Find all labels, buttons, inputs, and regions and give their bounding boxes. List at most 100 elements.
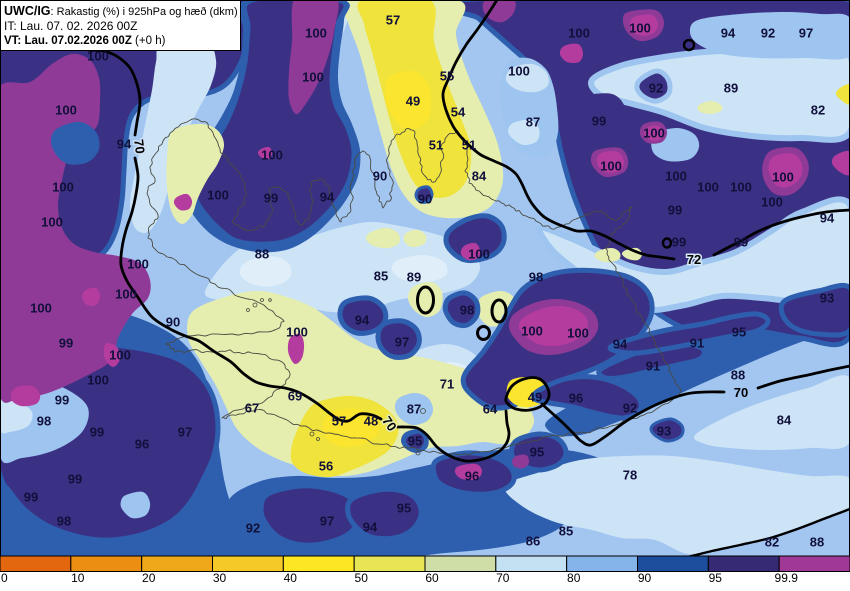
svg-text:84: 84 <box>472 169 487 184</box>
svg-text:78: 78 <box>623 468 637 483</box>
svg-text:57: 57 <box>386 13 400 28</box>
svg-text:95: 95 <box>408 434 422 449</box>
svg-text:30: 30 <box>213 571 227 585</box>
svg-text:94: 94 <box>117 137 132 152</box>
svg-text:90: 90 <box>638 571 652 585</box>
svg-text:99: 99 <box>592 114 606 129</box>
svg-text:71: 71 <box>440 377 454 392</box>
svg-text:96: 96 <box>135 437 149 452</box>
svg-text:94: 94 <box>320 190 335 205</box>
svg-text:92: 92 <box>761 26 775 41</box>
svg-text:100: 100 <box>286 325 308 340</box>
svg-text:56: 56 <box>319 459 333 474</box>
svg-text:99: 99 <box>672 235 686 250</box>
svg-text:99.9: 99.9 <box>775 571 799 585</box>
svg-text:99: 99 <box>734 235 748 250</box>
svg-text:89: 89 <box>407 270 421 285</box>
svg-text:92: 92 <box>623 401 637 416</box>
svg-text:90: 90 <box>418 192 432 207</box>
svg-text:98: 98 <box>57 514 71 529</box>
svg-text:94: 94 <box>363 520 378 535</box>
svg-text:69: 69 <box>288 389 302 404</box>
svg-text:91: 91 <box>690 336 704 351</box>
svg-text:100: 100 <box>772 170 794 185</box>
svg-text:98: 98 <box>460 303 474 318</box>
svg-text:97: 97 <box>395 335 409 350</box>
svg-text:100: 100 <box>30 301 52 316</box>
svg-text:90: 90 <box>166 315 180 330</box>
svg-text:100: 100 <box>115 287 137 302</box>
svg-text:99: 99 <box>90 425 104 440</box>
svg-text:100: 100 <box>697 180 719 195</box>
svg-text:80: 80 <box>567 571 581 585</box>
svg-text:100: 100 <box>52 180 74 195</box>
svg-text:100: 100 <box>600 159 622 174</box>
svg-text:97: 97 <box>178 425 192 440</box>
svg-text:64: 64 <box>483 402 498 417</box>
svg-text:100: 100 <box>665 169 687 184</box>
svg-text:40: 40 <box>284 571 298 585</box>
svg-text:50: 50 <box>355 571 369 585</box>
svg-text:94: 94 <box>613 337 628 352</box>
svg-text:82: 82 <box>765 535 779 550</box>
svg-text:99: 99 <box>264 191 278 206</box>
svg-text:98: 98 <box>529 270 543 285</box>
svg-text:100: 100 <box>468 247 490 262</box>
svg-text:100: 100 <box>127 257 149 272</box>
svg-text:100: 100 <box>207 188 229 203</box>
svg-text:99: 99 <box>68 472 82 487</box>
svg-text:IT: Lau. 07. 02. 2026 00Z: IT: Lau. 07. 02. 2026 00Z <box>4 19 137 33</box>
svg-text:100: 100 <box>87 49 109 64</box>
svg-text:88: 88 <box>810 535 824 550</box>
svg-text:70: 70 <box>496 571 510 585</box>
svg-text:99: 99 <box>668 203 682 218</box>
svg-text:88: 88 <box>255 247 269 262</box>
svg-text:95: 95 <box>709 571 723 585</box>
svg-text:UWC/IG: Rakastig (%) i 925hPa: UWC/IG: Rakastig (%) i 925hPa og hæð (dk… <box>4 4 238 18</box>
svg-text:92: 92 <box>649 81 663 96</box>
svg-text:97: 97 <box>799 26 813 41</box>
svg-text:100: 100 <box>568 26 590 41</box>
svg-text:72: 72 <box>687 252 701 267</box>
svg-text:100: 100 <box>55 103 77 118</box>
svg-text:84: 84 <box>777 413 792 428</box>
svg-text:89: 89 <box>724 81 738 96</box>
svg-text:99: 99 <box>55 393 69 408</box>
svg-text:100: 100 <box>87 373 109 388</box>
svg-text:10: 10 <box>71 571 85 585</box>
svg-text:95: 95 <box>732 325 746 340</box>
svg-text:93: 93 <box>820 291 834 306</box>
svg-text:88: 88 <box>731 368 745 383</box>
svg-text:85: 85 <box>559 524 573 539</box>
svg-text:100: 100 <box>629 21 651 36</box>
svg-text:51: 51 <box>462 138 476 153</box>
svg-text:100: 100 <box>41 215 63 230</box>
svg-text:51: 51 <box>429 138 443 153</box>
svg-text:100: 100 <box>643 126 665 141</box>
svg-text:49: 49 <box>528 390 542 405</box>
svg-text:54: 54 <box>451 105 466 120</box>
svg-text:97: 97 <box>320 514 334 529</box>
svg-text:100: 100 <box>761 195 783 210</box>
svg-text:94: 94 <box>721 26 736 41</box>
svg-text:95: 95 <box>397 501 411 516</box>
svg-text:100: 100 <box>730 180 752 195</box>
svg-text:100: 100 <box>302 70 324 85</box>
svg-text:100: 100 <box>305 26 327 41</box>
svg-text:96: 96 <box>569 391 583 406</box>
svg-text:94: 94 <box>355 313 370 328</box>
svg-text:100: 100 <box>261 148 283 163</box>
svg-text:86: 86 <box>526 534 540 549</box>
svg-text:100: 100 <box>109 348 131 363</box>
svg-text:0: 0 <box>1 571 8 585</box>
svg-text:99: 99 <box>59 336 73 351</box>
svg-text:87: 87 <box>526 115 540 130</box>
svg-text:91: 91 <box>646 359 660 374</box>
svg-text:70: 70 <box>734 385 748 400</box>
svg-text:49: 49 <box>406 94 420 109</box>
svg-text:85: 85 <box>374 269 388 284</box>
svg-text:96: 96 <box>465 469 479 484</box>
svg-text:100: 100 <box>508 64 530 79</box>
svg-text:60: 60 <box>425 571 439 585</box>
svg-text:100: 100 <box>567 326 589 341</box>
